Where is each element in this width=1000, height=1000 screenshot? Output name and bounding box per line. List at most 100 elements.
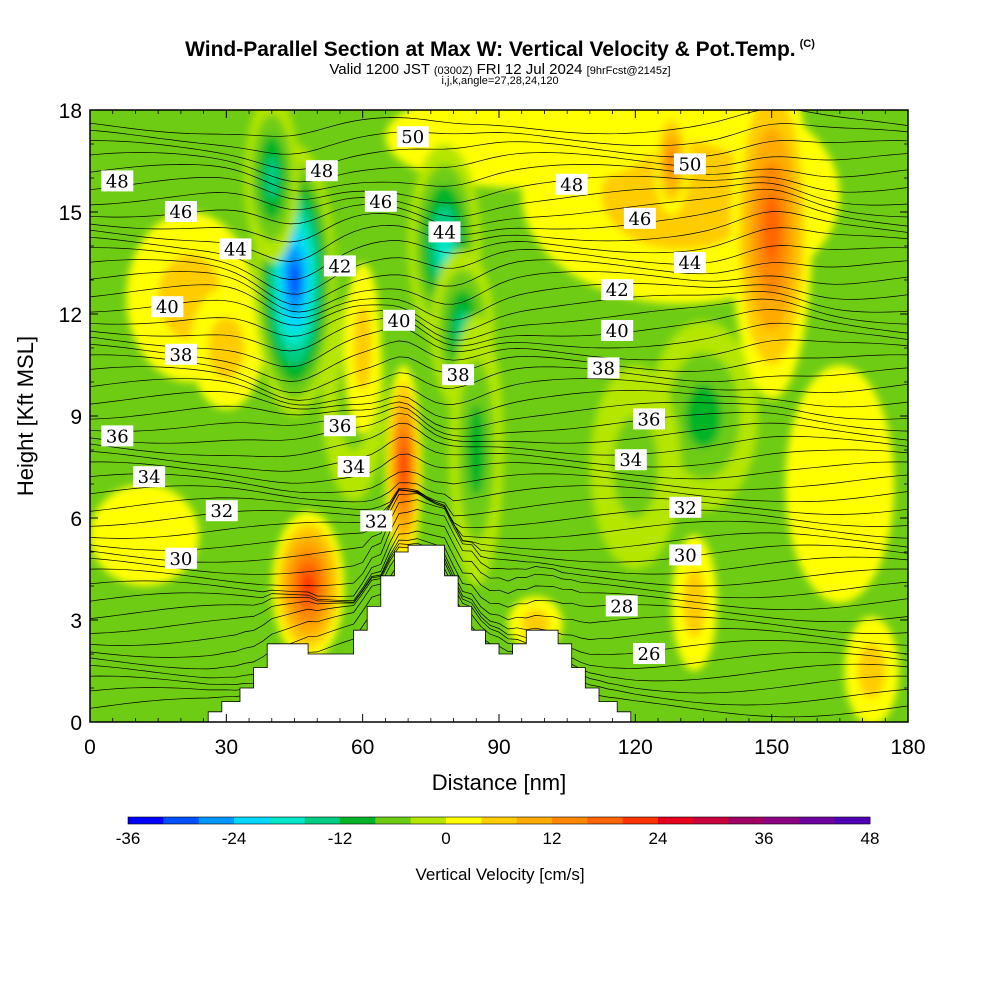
theta-label-31: 26	[633, 643, 665, 665]
theta-label-text: 44	[224, 239, 247, 260]
theta-label-20: 36	[323, 415, 356, 437]
colorbar-swatch-2	[198, 817, 235, 824]
velocity-core-11-level-2	[467, 404, 486, 496]
theta-label-text: 30	[169, 549, 192, 570]
isentrope-10	[90, 520, 908, 599]
colorbar-swatch-19	[799, 817, 836, 824]
theta-label-17: 38	[442, 364, 475, 386]
theta-label-8: 44	[219, 238, 252, 260]
isentrope-29	[90, 354, 908, 393]
isentrope-20	[90, 453, 908, 484]
isentrope-44	[90, 175, 908, 204]
isentrope-22	[90, 422, 908, 458]
isentrope-48	[90, 123, 908, 155]
isentrope-7	[90, 542, 908, 634]
theta-label-22: 34	[133, 466, 166, 488]
isentrope-21	[90, 436, 908, 472]
chart-title-text: Wind-Parallel Section at Max W: Vertical…	[185, 38, 796, 61]
theta-label-text: 46	[169, 202, 192, 223]
theta-label-4: 48	[555, 173, 588, 196]
isentrope-25	[90, 401, 908, 430]
isentrope-13	[90, 493, 908, 563]
valid-utc: (0300Z)	[433, 65, 473, 77]
theta-label-text: 32	[674, 498, 697, 519]
isentrope-30	[90, 339, 908, 382]
x-tick-label-1: 30	[215, 736, 238, 759]
velocity-core-17-level-5	[400, 450, 407, 484]
theta-label-1: 50	[673, 153, 706, 175]
x-axis-label: Distance [nm]	[432, 770, 567, 795]
theta-label-text: 42	[606, 280, 629, 301]
theta-label-text: 36	[638, 409, 661, 430]
theta-label-12: 42	[601, 279, 634, 301]
y-tick-label-5: 15	[59, 202, 82, 225]
theta-label-text: 34	[619, 450, 642, 471]
colorbar-swatch-4	[269, 817, 306, 824]
theta-label-text: 32	[365, 511, 388, 532]
y-tick-label-4: 12	[59, 304, 82, 327]
theta-label-0: 50	[396, 126, 429, 148]
theta-label-9: 44	[428, 221, 461, 243]
theta-label-text: 40	[156, 297, 179, 318]
x-tick-label-4: 120	[618, 736, 653, 759]
velocity-core-7-level-7	[289, 263, 300, 297]
isentrope-24	[90, 406, 908, 437]
velocity-core-6-level-1	[858, 643, 886, 699]
isentrope-34	[90, 291, 908, 333]
colorbar-tick-label-7: 48	[861, 829, 880, 848]
theta-label-30: 28	[605, 595, 638, 617]
theta-label-18: 38	[587, 357, 620, 379]
theta-label-text: 46	[369, 192, 392, 213]
colorbar-tick-label-0: -36	[116, 829, 141, 848]
isentrope-19	[90, 471, 908, 494]
colorbar-swatch-6	[340, 817, 376, 824]
isentrope-9	[90, 530, 908, 611]
isentrope-32	[90, 309, 908, 352]
isentrope-23	[90, 412, 908, 444]
theta-label-text: 48	[106, 171, 129, 192]
theta-label-23: 34	[337, 456, 370, 478]
theta-label-7: 46	[623, 207, 656, 230]
colorbar-swatch-18	[764, 817, 800, 824]
theta-label-text: 34	[138, 467, 161, 488]
theta-label-26: 32	[360, 510, 393, 532]
theta-label-text: 46	[628, 209, 651, 230]
theta-label-3: 48	[305, 160, 338, 182]
theta-label-text: 48	[560, 175, 583, 196]
isentrope-36	[90, 271, 908, 313]
isentrope-33	[90, 298, 908, 341]
theta-label-text: 38	[592, 358, 615, 379]
colorbar-tick-label-3: 0	[441, 829, 450, 848]
colorbar-swatch-0	[128, 817, 164, 824]
x-axis: 0 30 60 90 120 150 180	[84, 110, 926, 759]
y-tick-label-6: 18	[59, 100, 82, 123]
theta-label-27: 32	[669, 496, 702, 519]
x-tick-label-2: 60	[351, 736, 374, 759]
chart-title: Wind-Parallel Section at Max W: Vertical…	[0, 38, 1000, 62]
y-tick-label-2: 6	[70, 508, 82, 531]
theta-label-text: 30	[674, 545, 697, 566]
theta-label-text: 28	[610, 596, 633, 617]
y-tick-label-3: 9	[70, 406, 82, 429]
isentrope-14	[90, 489, 908, 551]
isentrope-49	[90, 110, 908, 137]
theta-label-text: 44	[678, 253, 701, 274]
colorbar-swatch-13	[587, 817, 624, 824]
isentrope-42	[90, 188, 908, 228]
isentrope-45	[90, 164, 908, 192]
isentrope-27	[90, 378, 908, 406]
isentrope-5	[90, 551, 908, 658]
theta-label-text: 44	[433, 222, 456, 243]
theta-label-text: 48	[310, 161, 333, 182]
colorbar-tick-label-4: 12	[543, 829, 562, 848]
colorbar-swatch-11	[516, 817, 553, 824]
isentrope-4	[90, 560, 908, 670]
theta-label-19: 36	[101, 425, 134, 447]
colorbar-frame	[127, 816, 871, 825]
colorbar-swatch-15	[658, 817, 694, 824]
isentrope-35	[90, 283, 908, 321]
theta-label-text: 40	[388, 311, 411, 332]
theta-label-text: 50	[401, 127, 424, 148]
isentrope-38	[90, 245, 908, 295]
